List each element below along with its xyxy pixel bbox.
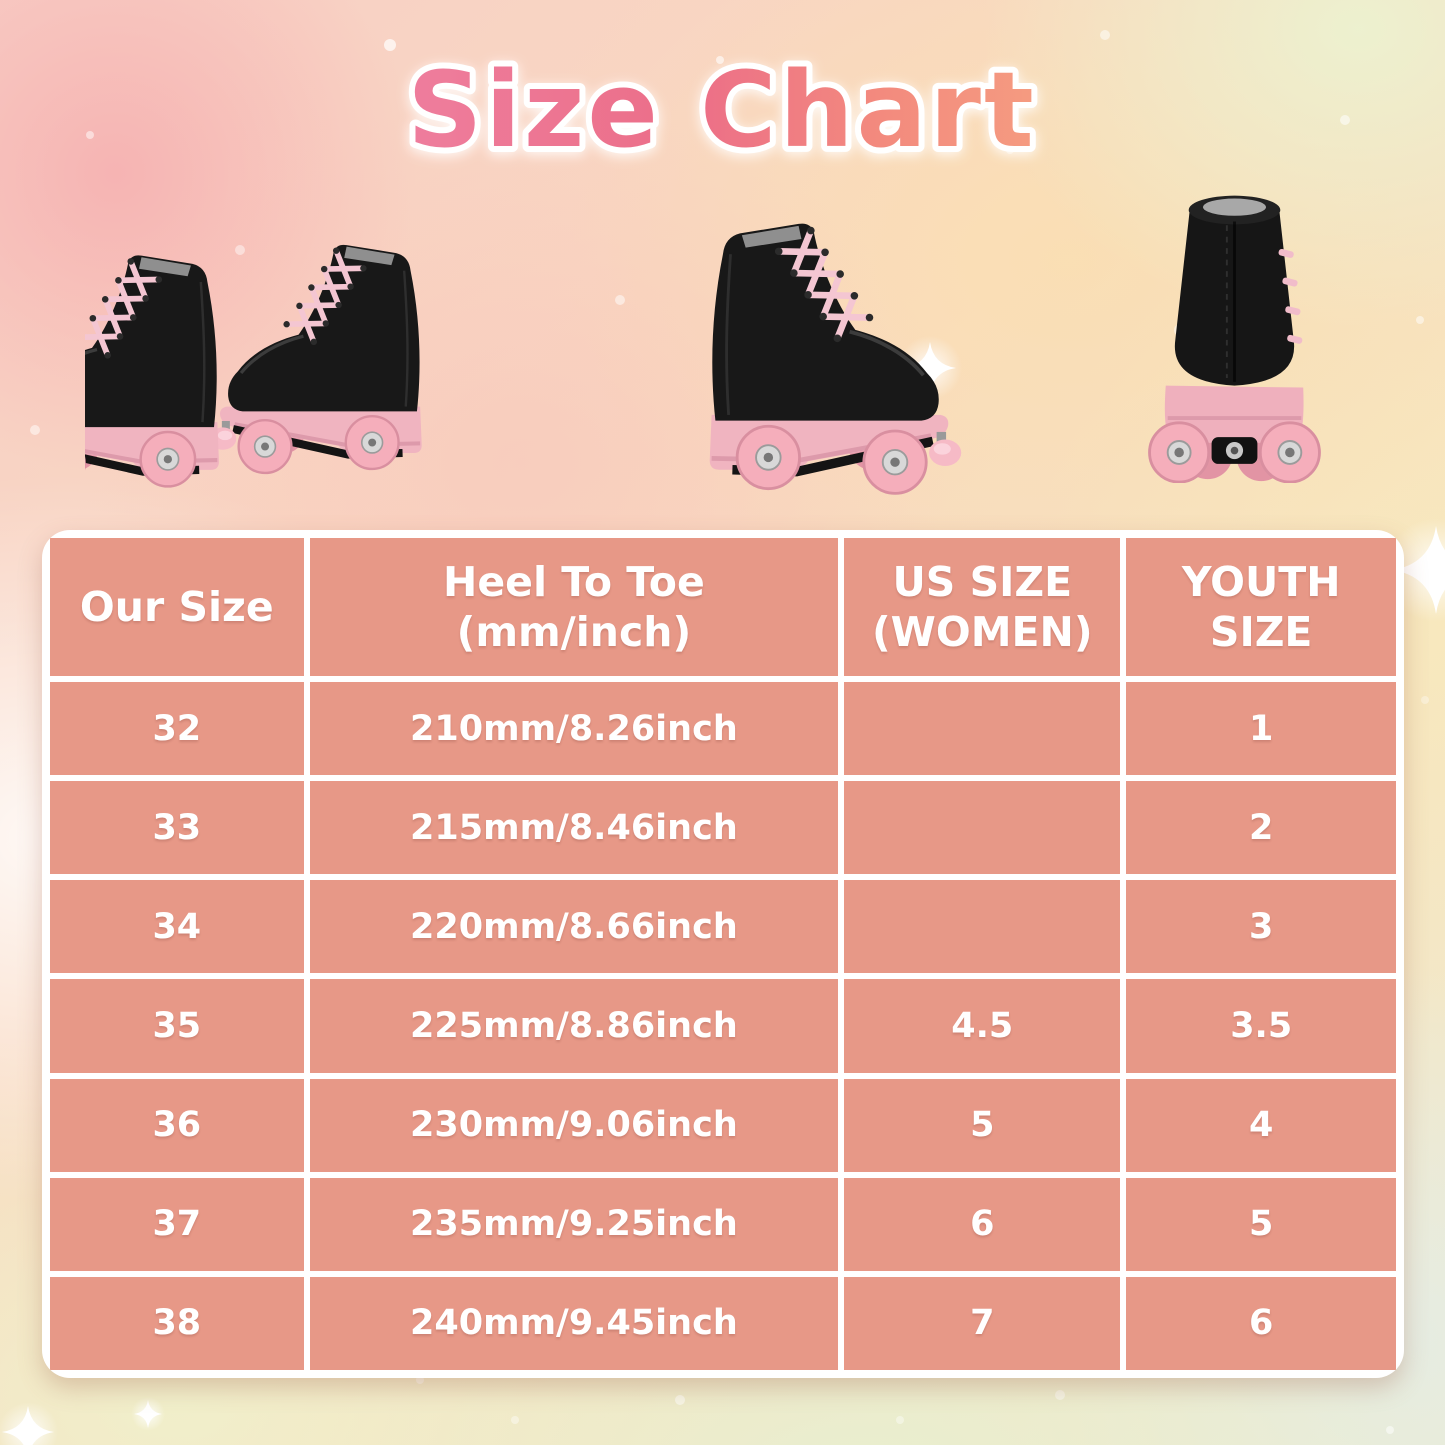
cell-heel-to-toe: 240mm/9.45inch: [309, 1276, 839, 1370]
skate-back-image: [1082, 168, 1387, 483]
table-row: 35 225mm/8.86inch 4.5 3.5: [50, 979, 1396, 1073]
table-row: 34 220mm/8.66inch 3: [50, 880, 1396, 974]
cell-our-size: 36: [50, 1078, 304, 1172]
table-row: 36 230mm/9.06inch 5 4: [50, 1078, 1396, 1172]
cell-our-size: 32: [50, 682, 304, 776]
table-row: 33 215mm/8.46inch 2: [50, 781, 1396, 875]
cell-us-size: 6: [844, 1177, 1121, 1271]
cell-us-size: [844, 682, 1121, 776]
cell-heel-to-toe: 235mm/9.25inch: [309, 1177, 839, 1271]
table-row: 37 235mm/9.25inch 6 5: [50, 1177, 1396, 1271]
cell-youth-size: 3.5: [1126, 979, 1396, 1073]
size-table: Our Size Heel To Toe (mm/inch) US SIZE (…: [44, 532, 1402, 1376]
cell-youth-size: 4: [1126, 1078, 1396, 1172]
size-table-container: Our Size Heel To Toe (mm/inch) US SIZE (…: [42, 530, 1404, 1378]
skate-side-image: [650, 188, 985, 500]
cell-us-size: 7: [844, 1276, 1121, 1370]
column-header-heel-to-toe: Heel To Toe (mm/inch): [309, 538, 839, 676]
cell-heel-to-toe: 230mm/9.06inch: [309, 1078, 839, 1172]
cell-youth-size: 3: [1126, 880, 1396, 974]
header-line: SIZE: [1209, 608, 1313, 656]
column-header-our-size: Our Size: [50, 538, 304, 676]
cell-our-size: 37: [50, 1177, 304, 1271]
cell-heel-to-toe: 220mm/8.66inch: [309, 880, 839, 974]
column-header-youth-size: YOUTH SIZE: [1126, 538, 1396, 676]
cell-youth-size: 5: [1126, 1177, 1396, 1271]
column-header-us-size: US SIZE (WOMEN): [844, 538, 1121, 676]
cell-our-size: 35: [50, 979, 304, 1073]
cell-heel-to-toe: 210mm/8.26inch: [309, 682, 839, 776]
table-row: 32 210mm/8.26inch 1: [50, 682, 1396, 776]
header-line: Our Size: [79, 582, 274, 631]
cell-our-size: 33: [50, 781, 304, 875]
header-line: YOUTH: [1181, 557, 1341, 606]
skates-pair-image: [85, 195, 565, 500]
cell-heel-to-toe: 215mm/8.46inch: [309, 781, 839, 875]
cell-heel-to-toe: 225mm/8.86inch: [309, 979, 839, 1073]
title-text: Size Chart: [407, 49, 1036, 171]
cell-us-size: 4.5: [844, 979, 1121, 1073]
page-title: Size Chart: [0, 18, 1445, 188]
cell-youth-size: 1: [1126, 682, 1396, 776]
table-row: 38 240mm/9.45inch 7 6: [50, 1276, 1396, 1370]
header-line: Heel To Toe: [443, 557, 705, 606]
cell-youth-size: 6: [1126, 1276, 1396, 1370]
header-line: US SIZE: [892, 557, 1073, 606]
header-line: (mm/inch): [456, 608, 692, 656]
cell-us-size: [844, 781, 1121, 875]
cell-our-size: 34: [50, 880, 304, 974]
header-row: Our Size Heel To Toe (mm/inch) US SIZE (…: [50, 538, 1396, 676]
header-line: (WOMEN): [871, 608, 1093, 656]
cell-us-size: [844, 880, 1121, 974]
cell-youth-size: 2: [1126, 781, 1396, 875]
cell-our-size: 38: [50, 1276, 304, 1370]
cell-us-size: 5: [844, 1078, 1121, 1172]
